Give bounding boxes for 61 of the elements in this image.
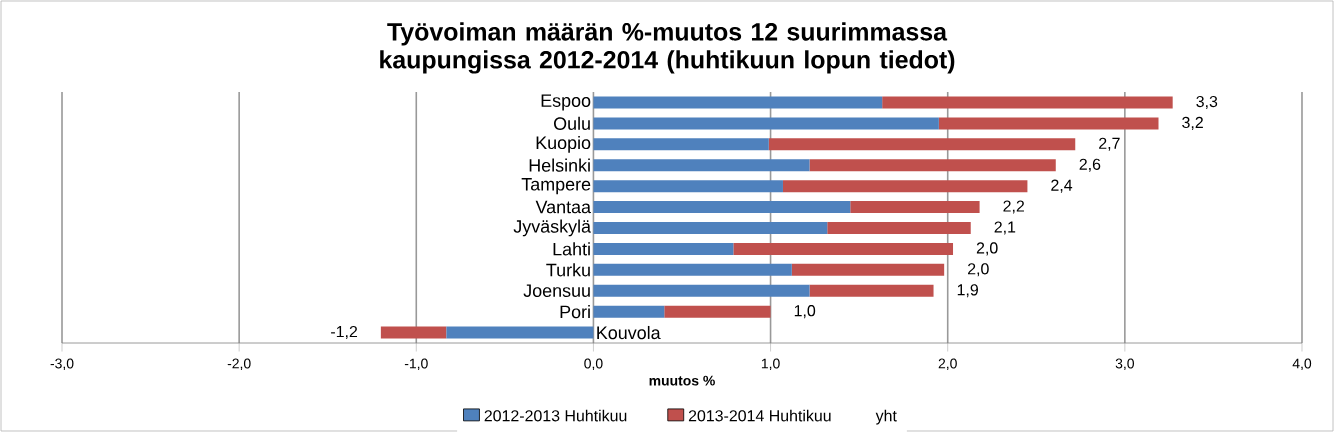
bar [809,159,1056,172]
bar [593,263,792,276]
x-tick-label: 4,0 [1292,358,1312,370]
x-tick-label: 3,0 [1115,358,1135,370]
total-label: 1,0 [794,304,816,319]
y-tick-label: Turku [546,263,590,277]
bar [593,200,851,213]
bar [593,96,883,109]
total-label: 2,4 [1051,179,1073,193]
bar [938,117,1159,130]
y-tick-label: Helsinki [529,158,590,172]
bar [593,138,769,151]
y-tick-label: Espoo [541,94,591,111]
y-tick-label: Pori [560,304,590,319]
x-tick-label: -3,0 [50,358,74,370]
bar [882,96,1173,109]
bar [827,221,971,234]
x-axis-title: muutos % [649,375,715,386]
text: yht [875,409,897,425]
y-tick-label: Jyväskylä [513,219,592,237]
total-label: 2,0 [976,242,998,256]
y-tick-label: Kouvola [597,325,661,340]
chart-title: Työvoiman määrän %-muutos 12 suurimmassa kaupungissa 2012-2014 (huhtikuun lopun tiedot) [380,22,955,74]
bar [593,305,665,318]
total-label: 2,1 [994,221,1016,235]
legend-label: 2013-2014 Huhtikuu [688,409,831,422]
bar [782,180,1028,193]
y-tick-label: Lahti [553,242,590,256]
x-tick-label: -2,0 [227,358,251,370]
total-label: 3,3 [1196,95,1218,109]
legend-label: 2012-2013 Huhtikuu [484,409,627,422]
bar [768,138,1076,151]
y-tick-label: Oulu [554,116,590,130]
total-label: 2,7 [1099,137,1120,151]
y-tick-label: Joensuu [523,284,590,297]
y-tick-label: Kuopio [536,135,591,153]
x-tick-label: -1,0 [404,358,428,370]
bar [809,284,934,297]
y-tick-label: Tampere [521,177,591,195]
x-tick-label: 0,0 [584,358,603,370]
bar [593,242,734,255]
bar [593,117,939,130]
total-label: 3,2 [1182,116,1203,130]
x-tick-label: 2,0 [938,358,957,370]
x-tick-label: 1,0 [761,358,780,370]
total-label: -1,2 [331,325,358,340]
total-label: 1,9 [957,284,978,298]
y-tick-label: Vantaa [535,200,592,214]
bar [446,326,594,339]
bar [850,200,980,213]
bar [791,263,945,276]
bar [593,284,810,297]
total-label: 2,2 [1003,200,1024,214]
bar [380,326,447,339]
bar [733,242,954,255]
bar [593,221,828,234]
total-label: 2,0 [968,263,989,277]
bar [593,180,783,193]
bar [593,159,810,172]
bar [664,305,771,318]
total-label: 2,6 [1079,158,1101,172]
